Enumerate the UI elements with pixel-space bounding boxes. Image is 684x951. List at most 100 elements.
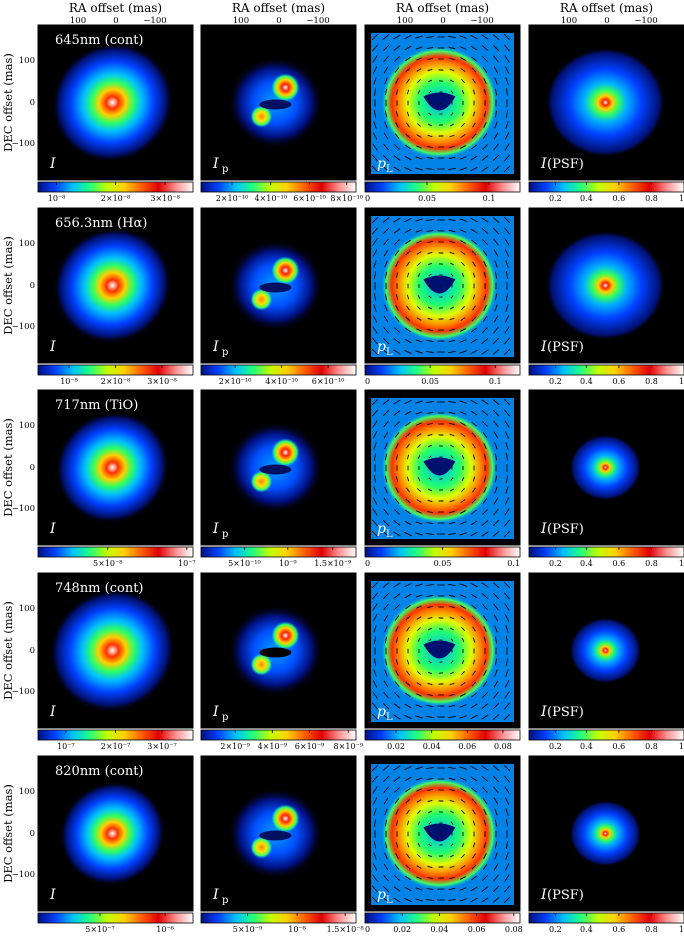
colorbar-tick-label: 10⁻⁶ <box>156 925 174 934</box>
panel-quantity-subscript: p <box>222 895 228 906</box>
top-axis-title: RA offset (mas) <box>560 1 653 15</box>
polarized-blob <box>271 805 299 833</box>
colorbar-tick-label: 5×10⁻⁷ <box>85 925 114 934</box>
left-tick-label: 100 <box>19 421 35 431</box>
left-tick-label: 0 <box>30 463 35 473</box>
top-axis-title: RA offset (mas) <box>69 1 162 15</box>
top-axis-title: RA offset (mas) <box>396 1 489 15</box>
psf-image <box>569 434 641 500</box>
left-axis-title: DEC offset (mas) <box>1 236 15 335</box>
colorbar-tick-label: 0.08 <box>494 742 512 751</box>
colorbar <box>529 182 684 192</box>
panel-quantity-label: I <box>540 339 547 355</box>
panel-quantity-label: p <box>377 887 386 903</box>
colorbar-tick-label: 0 <box>365 194 370 203</box>
panel-quantity-subscript: L <box>386 895 393 906</box>
left-tick-label: 0 <box>30 281 35 291</box>
panel-quantity-label: I <box>212 156 219 172</box>
colorbar-tick-label: 0.06 <box>468 925 486 934</box>
panel-quantity-label: I <box>49 521 56 537</box>
colorbar <box>38 913 193 923</box>
colorbar-tick-label: 0.8 <box>645 194 658 203</box>
colorbar-tick-label: 0.8 <box>645 377 658 386</box>
colorbar-tick-label: 10⁻⁸ <box>60 377 78 386</box>
colorbar-tick-label: 2×10⁻⁹ <box>220 742 250 751</box>
polarization-vector <box>441 102 442 104</box>
polarized-blob <box>271 622 299 650</box>
wavelength-label: 645nm (cont) <box>55 33 144 48</box>
colorbar-tick-label: 0.06 <box>458 742 476 751</box>
colorbar-tick-label: 0.4 <box>580 925 593 934</box>
panel-quantity-suffix: (PSF) <box>547 157 584 172</box>
left-tick-label: 100 <box>19 787 35 797</box>
colorbar-tick-label: 0.8 <box>645 559 658 568</box>
wavelength-label: 820nm (cont) <box>55 764 144 779</box>
colorbar-tick-label: 0.02 <box>387 742 405 751</box>
colorbar-tick-label: 3×10⁻⁸ <box>147 377 176 386</box>
colorbar-tick-label: 0.6 <box>613 559 626 568</box>
panel-quantity-label: p <box>377 521 386 537</box>
colorbar-tick-label: 2×10⁻¹⁰ <box>216 194 249 203</box>
colorbar-tick-label: 10⁻⁸ <box>288 925 306 934</box>
colorbar-tick-label: 0 <box>365 559 370 568</box>
panel-quantity-label: I <box>540 156 547 172</box>
psf-image <box>545 230 665 340</box>
panel-quantity-subscript: L <box>386 529 393 540</box>
colorbar-tick-label: 0.8 <box>645 742 658 751</box>
colorbar <box>201 730 356 740</box>
image-panel: 645nm (cont)I <box>28 19 197 187</box>
polarization-vector <box>441 467 442 469</box>
image-panel: 717nm (TiO)I <box>33 389 193 546</box>
colorbar-tick-label: 0.05 <box>434 559 452 568</box>
colorbar-tick-label: 0 <box>365 377 370 386</box>
colorbar-tick-label: 10⁻⁸ <box>48 194 66 203</box>
colorbar-tick-label: 0.8 <box>645 925 658 934</box>
panel-quantity-label: I <box>212 339 219 355</box>
left-tick-label: −100 <box>12 504 35 514</box>
colorbar-tick-label: 2×10⁻⁸ <box>101 377 130 386</box>
image-panel: I (PSF) <box>529 208 684 363</box>
colorbar-tick-label: 1.5×10⁻⁹ <box>314 559 352 568</box>
polarized-gap <box>259 831 291 841</box>
colorbar-tick-label: 0.2 <box>549 377 562 386</box>
psf-image <box>569 800 641 866</box>
colorbar-tick-label: 3×10⁻⁸ <box>150 194 179 203</box>
left-tick-label: −100 <box>12 322 35 332</box>
colorbar <box>201 913 356 923</box>
colorbar-tick-label: 6×10⁻¹⁰ <box>293 194 326 203</box>
colorbar-tick-label: 0.4 <box>580 194 593 203</box>
polarized-blob <box>271 257 299 285</box>
polarized-gap <box>259 100 291 110</box>
panel-quantity-subscript: L <box>386 164 393 175</box>
colorbar-tick-label: 0.6 <box>613 194 626 203</box>
left-axis-title: DEC offset (mas) <box>1 601 15 700</box>
panel-quantity-label: p <box>377 704 386 720</box>
panel-quantity-subscript: p <box>222 712 228 723</box>
colorbar-tick-label: 0.4 <box>580 559 593 568</box>
panel-quantity-subscript: L <box>386 712 393 723</box>
colorbar-tick-label: 6×10⁻⁹ <box>295 742 325 751</box>
polarization-vector <box>441 285 442 287</box>
colorbar-tick-label: 4×10⁻¹⁰ <box>254 194 287 203</box>
wavelength-label: 748nm (cont) <box>55 581 144 596</box>
image-panel: I (PSF) <box>529 573 684 728</box>
image-panel: 820nm (cont)I <box>38 756 193 911</box>
colorbar-tick-label: 1 <box>679 742 684 751</box>
colorbar-tick-label: 0.6 <box>613 742 626 751</box>
colorbar-tick-label: 0.2 <box>549 742 562 751</box>
colorbar-tick-label: 0.4 <box>580 742 593 751</box>
colorbar-tick-label: 4×10⁻¹⁰ <box>265 377 298 386</box>
colorbar <box>365 730 520 740</box>
colorbar-tick-label: 2×10⁻⁷ <box>101 742 130 751</box>
colorbar <box>201 365 356 375</box>
colorbar-tick-label: 10⁻⁹ <box>279 559 297 568</box>
colorbar <box>201 182 356 192</box>
panel-quantity-suffix: (PSF) <box>547 705 584 720</box>
colorbar-tick-label: 1.5×10⁻⁸ <box>327 925 364 934</box>
colorbar-tick-label: 0.04 <box>423 742 441 751</box>
colorbar-tick-label: 8×10⁻¹⁰ <box>330 194 363 203</box>
